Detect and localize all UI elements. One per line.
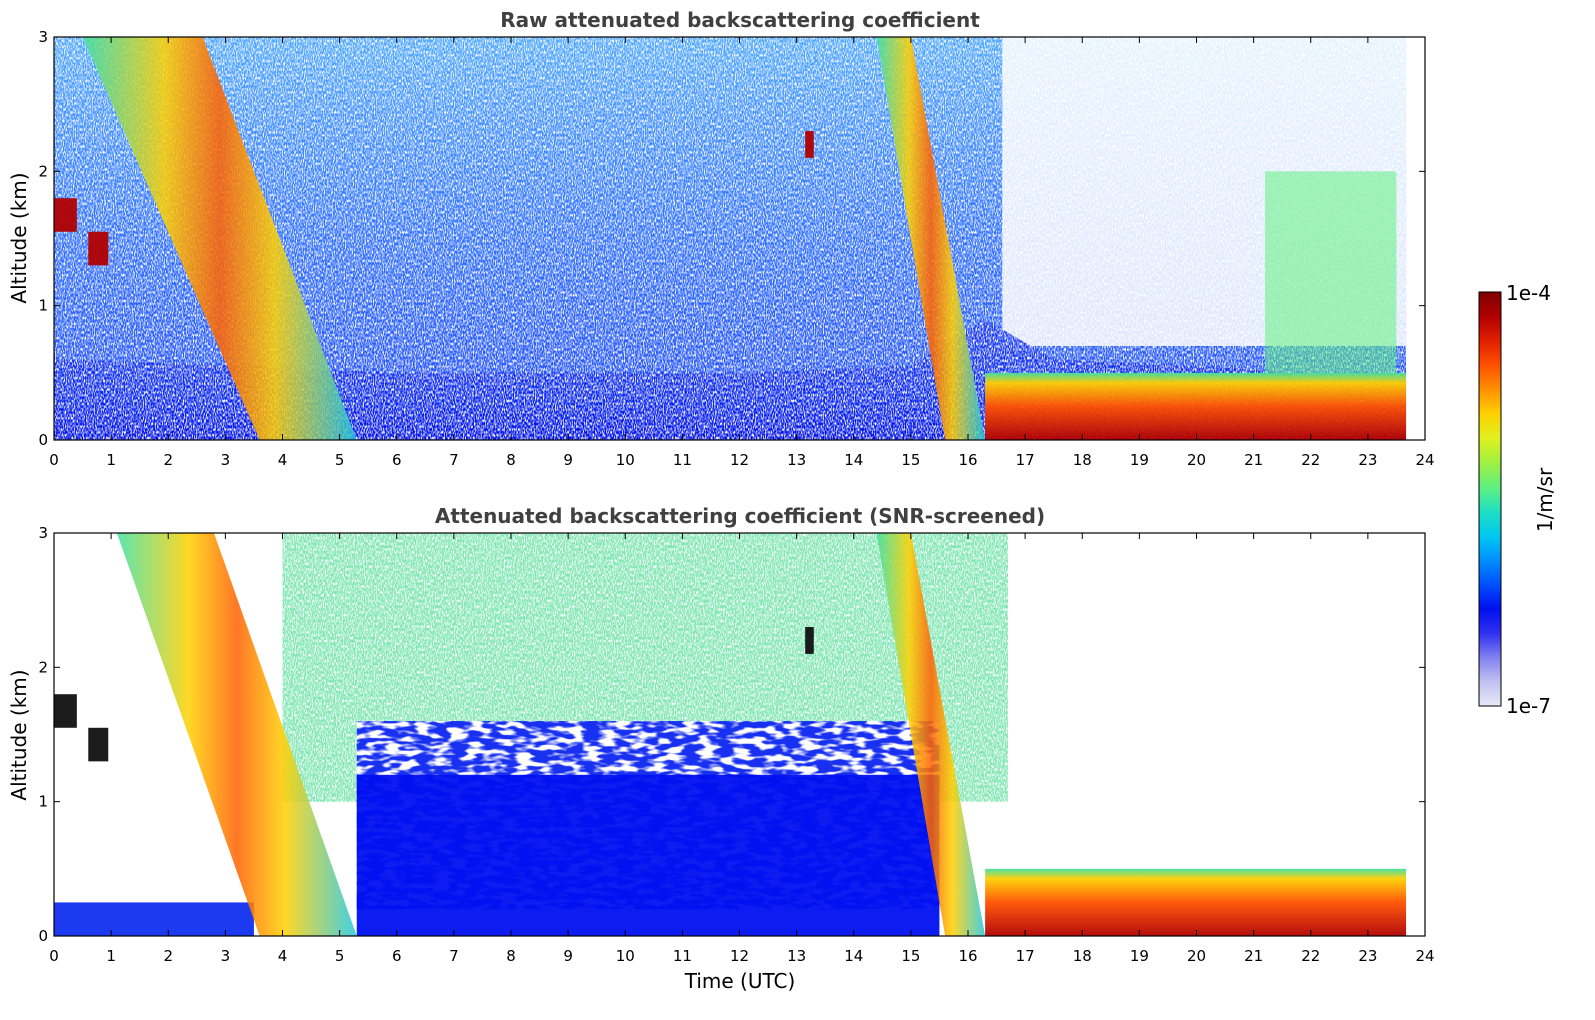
x-tick-label: 10 bbox=[616, 947, 635, 965]
heatmap-feature bbox=[805, 131, 814, 158]
x-tick-label: 13 bbox=[787, 451, 806, 469]
x-tick-label: 13 bbox=[787, 947, 806, 965]
x-tick-label: 20 bbox=[1187, 947, 1206, 965]
heatmap-feature bbox=[82, 37, 357, 440]
x-tick-label: 5 bbox=[335, 451, 345, 469]
x-tick-label: 7 bbox=[449, 451, 459, 469]
x-tick-label: 8 bbox=[506, 947, 516, 965]
x-tick-label: 16 bbox=[958, 451, 977, 469]
x-tick-label: 14 bbox=[844, 947, 863, 965]
x-tick-label: 9 bbox=[563, 947, 573, 965]
x-tick-label: 17 bbox=[1016, 947, 1035, 965]
x-tick-label: 18 bbox=[1073, 947, 1092, 965]
y-axis: 0 1 2 3 bbox=[38, 524, 1425, 945]
x-tick-label: 6 bbox=[392, 451, 402, 469]
y-axis-label: Altitude (km) bbox=[7, 172, 31, 303]
x-tick-label: 7 bbox=[449, 947, 459, 965]
x-tick-label: 2 bbox=[163, 451, 173, 469]
x-tick-label: 1 bbox=[106, 947, 116, 965]
x-tick-label: 3 bbox=[221, 451, 231, 469]
x-tick-label: 6 bbox=[392, 947, 402, 965]
y-tick-label: 0 bbox=[38, 431, 48, 449]
y-axis: 0 1 2 3 bbox=[38, 28, 1425, 449]
colorbar-max-label: 1e-4 bbox=[1506, 281, 1551, 305]
heatmap-feature bbox=[54, 694, 77, 728]
x-tick-label: 23 bbox=[1358, 947, 1377, 965]
x-tick-label: 22 bbox=[1301, 451, 1320, 469]
colorbar-min-label: 1e-7 bbox=[1506, 694, 1551, 718]
x-axis: 0 1 2 3 4 5 6 7 8 9 10 11 12 13 14 15 16 17 18 19 20 21 22 23 24 bbox=[49, 533, 1435, 965]
colorbar: 1e-4 1e-7 1/m/sr bbox=[1478, 281, 1557, 718]
heatmap-feature bbox=[805, 627, 814, 654]
x-tick-label: 9 bbox=[563, 451, 573, 469]
x-tick-label: 18 bbox=[1073, 451, 1092, 469]
heatmap-feature bbox=[116, 533, 357, 936]
x-tick-label: 24 bbox=[1415, 451, 1434, 469]
x-tick-label: 4 bbox=[278, 947, 288, 965]
x-tick-label: 15 bbox=[901, 947, 920, 965]
raw-backscatter-panel: Raw attenuated backscattering coefficien… bbox=[7, 8, 1435, 469]
snr-screened-backscatter-panel: Attenuated backscattering coefficient (S… bbox=[7, 504, 1435, 993]
x-tick-label: 19 bbox=[1130, 947, 1149, 965]
y-axis-label: Altitude (km) bbox=[7, 669, 31, 800]
x-tick-label: 20 bbox=[1187, 451, 1206, 469]
x-tick-label: 11 bbox=[673, 947, 692, 965]
heatmap-feature bbox=[88, 727, 109, 762]
colorbar-gradient bbox=[1478, 291, 1502, 707]
y-tick-label: 3 bbox=[38, 524, 48, 542]
x-tick-label: 19 bbox=[1130, 451, 1149, 469]
x-axis: 0 1 2 3 4 5 6 7 8 9 10 11 12 13 14 15 16 17 18 19 20 21 22 23 24 bbox=[49, 37, 1435, 469]
x-tick-label: 4 bbox=[278, 451, 288, 469]
y-tick-label: 1 bbox=[38, 793, 48, 811]
x-tick-label: 0 bbox=[49, 947, 59, 965]
heatmap-feature bbox=[985, 372, 1407, 440]
heatmap-area bbox=[54, 533, 1407, 936]
x-tick-label: 0 bbox=[49, 451, 59, 469]
y-tick-label: 2 bbox=[38, 658, 48, 676]
x-tick-label: 8 bbox=[506, 451, 516, 469]
heatmap-feature bbox=[54, 198, 77, 232]
x-tick-label: 24 bbox=[1415, 947, 1434, 965]
x-tick-label: 5 bbox=[335, 947, 345, 965]
x-tick-label: 21 bbox=[1244, 451, 1263, 469]
y-tick-label: 1 bbox=[38, 297, 48, 315]
x-tick-label: 1 bbox=[106, 451, 116, 469]
chart-title: Raw attenuated backscattering coefficien… bbox=[500, 8, 980, 32]
x-tick-label: 16 bbox=[958, 947, 977, 965]
x-tick-label: 23 bbox=[1358, 451, 1377, 469]
chart-title: Attenuated backscattering coefficient (S… bbox=[435, 504, 1045, 528]
heatmap-feature bbox=[985, 868, 1407, 936]
x-tick-label: 17 bbox=[1016, 451, 1035, 469]
heatmap-feature bbox=[356, 774, 940, 936]
x-tick-label: 12 bbox=[730, 947, 749, 965]
heatmap-feature bbox=[88, 231, 109, 266]
x-tick-label: 15 bbox=[901, 451, 920, 469]
x-tick-label: 2 bbox=[163, 947, 173, 965]
x-tick-label: 22 bbox=[1301, 947, 1320, 965]
y-tick-label: 3 bbox=[38, 28, 48, 46]
y-tick-label: 0 bbox=[38, 927, 48, 945]
colorbar-label: 1/m/sr bbox=[1533, 467, 1557, 532]
x-tick-label: 21 bbox=[1244, 947, 1263, 965]
heatmap-feature bbox=[1265, 171, 1397, 373]
heatmap-area bbox=[54, 37, 1407, 440]
y-tick-label: 2 bbox=[38, 162, 48, 180]
heatmap-feature bbox=[876, 37, 986, 440]
x-tick-label: 10 bbox=[616, 451, 635, 469]
x-tick-label: 12 bbox=[730, 451, 749, 469]
x-tick-label: 11 bbox=[673, 451, 692, 469]
x-tick-label: 3 bbox=[221, 947, 231, 965]
heatmap-feature bbox=[54, 902, 254, 936]
x-tick-label: 14 bbox=[844, 451, 863, 469]
x-axis-label: Time (UTC) bbox=[684, 969, 796, 993]
heatmap-feature bbox=[876, 533, 986, 936]
